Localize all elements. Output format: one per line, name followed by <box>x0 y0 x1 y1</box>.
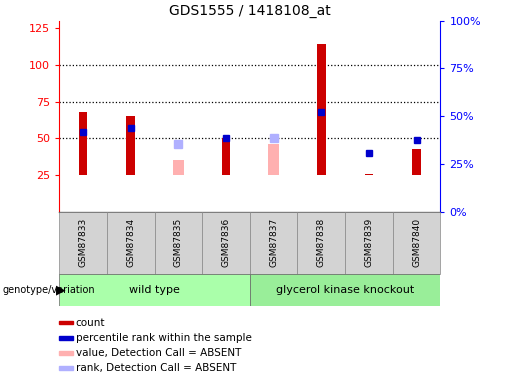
Text: GSM87840: GSM87840 <box>412 218 421 267</box>
Text: count: count <box>76 318 105 327</box>
Bar <box>221 138 230 175</box>
Text: wild type: wild type <box>129 285 180 295</box>
Bar <box>297 212 345 274</box>
Text: GSM87839: GSM87839 <box>365 218 373 267</box>
Text: genotype/variation: genotype/variation <box>3 285 95 295</box>
Bar <box>365 174 373 175</box>
Bar <box>154 212 202 274</box>
Text: GSM87836: GSM87836 <box>221 218 230 267</box>
Bar <box>250 212 297 274</box>
Bar <box>250 274 440 306</box>
Text: GSM87835: GSM87835 <box>174 218 183 267</box>
Text: rank, Detection Call = ABSENT: rank, Detection Call = ABSENT <box>76 363 236 374</box>
Text: GSM87838: GSM87838 <box>317 218 325 267</box>
Title: GDS1555 / 1418108_at: GDS1555 / 1418108_at <box>169 4 331 18</box>
Bar <box>59 336 74 340</box>
Text: GSM87834: GSM87834 <box>126 218 135 267</box>
Text: glycerol kinase knockout: glycerol kinase knockout <box>276 285 414 295</box>
Bar <box>59 366 74 370</box>
Bar <box>59 274 250 306</box>
Bar <box>173 160 183 175</box>
Bar <box>59 321 74 324</box>
Bar <box>345 212 392 274</box>
Text: GSM87837: GSM87837 <box>269 218 278 267</box>
Bar <box>392 212 440 274</box>
Bar <box>412 148 421 175</box>
Bar <box>317 44 325 175</box>
Bar <box>126 116 135 175</box>
Text: GSM87833: GSM87833 <box>79 218 88 267</box>
Text: ▶: ▶ <box>56 283 65 296</box>
Bar <box>59 212 107 274</box>
Text: percentile rank within the sample: percentile rank within the sample <box>76 333 252 343</box>
Bar <box>202 212 250 274</box>
Text: value, Detection Call = ABSENT: value, Detection Call = ABSENT <box>76 348 241 358</box>
Bar <box>59 351 74 355</box>
Bar <box>79 112 88 175</box>
Bar <box>107 212 154 274</box>
Bar <box>268 144 279 175</box>
